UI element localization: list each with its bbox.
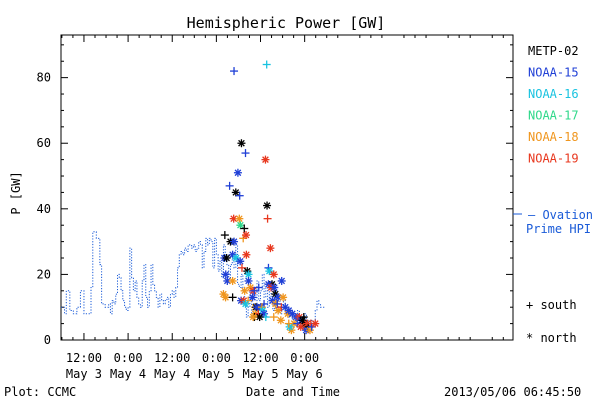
x-tick-day: May 3 bbox=[66, 367, 102, 381]
legend-item-noaa-17: NOAA-17 bbox=[528, 109, 579, 123]
x-tick-time: 0:00 bbox=[202, 351, 231, 365]
chart-title: Hemispheric Power [GW] bbox=[187, 14, 386, 32]
point-noaa-18-north bbox=[287, 326, 296, 335]
plot-credit: Plot: CCMC bbox=[4, 385, 76, 399]
plot-area bbox=[60, 34, 514, 341]
point-metp-02-south bbox=[220, 231, 229, 240]
point-noaa-19-north bbox=[242, 231, 251, 240]
legend-item-noaa-16: NOAA-16 bbox=[528, 87, 579, 101]
point-noaa-15-south bbox=[250, 286, 259, 295]
point-noaa-15-south bbox=[254, 283, 263, 292]
point-metp-02-north bbox=[255, 313, 264, 322]
point-noaa-15-north bbox=[223, 276, 232, 285]
ovation-label-line1: – Ovation bbox=[528, 208, 593, 222]
x-tick-time: 12:00 bbox=[154, 351, 190, 365]
point-noaa-15-south bbox=[241, 149, 250, 158]
point-noaa-18-south bbox=[269, 313, 278, 322]
legend-north: * north bbox=[526, 331, 577, 345]
legend: METP-02 NOAA-15 NOAA-16 NOAA-17 NOAA-18 NOAA-… bbox=[513, 44, 593, 345]
point-noaa-19-north bbox=[296, 322, 305, 331]
point-noaa-16-north bbox=[265, 267, 274, 276]
y-axis: 0 20 40 60 80 bbox=[37, 44, 513, 347]
point-noaa-15-north bbox=[277, 276, 286, 285]
point-metp-02-north bbox=[263, 201, 272, 210]
point-noaa-19-north bbox=[261, 155, 270, 164]
point-noaa-19-north bbox=[311, 319, 320, 328]
x-tick-time: 0:00 bbox=[290, 351, 319, 365]
point-noaa-18-north bbox=[235, 214, 244, 223]
point-noaa-15-north bbox=[270, 283, 279, 292]
x-tick-day: May 4 bbox=[110, 367, 146, 381]
point-noaa-18-north bbox=[240, 286, 249, 295]
point-metp-02-north bbox=[222, 254, 231, 263]
point-metp-02-south bbox=[240, 224, 249, 233]
legend-item-noaa-19: NOAA-19 bbox=[528, 152, 579, 166]
x-tick-day: May 5 bbox=[242, 367, 278, 381]
point-noaa-18-north bbox=[221, 293, 230, 302]
legend-item-noaa-15: NOAA-15 bbox=[528, 66, 579, 80]
legend-satellites: METP-02 NOAA-15 NOAA-16 NOAA-17 NOAA-18 NOAA-… bbox=[528, 44, 579, 166]
plot-frame bbox=[60, 34, 514, 341]
x-axis: 12:00 May 3 0:00 May 4 12:00 May 4 0:00 May 5 12… bbox=[61, 35, 504, 381]
point-noaa-15-south bbox=[230, 67, 239, 76]
point-metp-02-south bbox=[228, 293, 237, 302]
y-tick-label: 80 bbox=[37, 71, 51, 85]
point-noaa-19-south bbox=[263, 214, 272, 223]
point-noaa-15-north bbox=[233, 168, 242, 177]
point-noaa-18-north bbox=[279, 293, 288, 302]
point-noaa-18-north bbox=[228, 276, 237, 285]
y-tick-label: 60 bbox=[37, 136, 51, 150]
ovation-line bbox=[61, 231, 325, 328]
plot-timestamp: 2013/05/06 06:45:50 bbox=[444, 385, 581, 399]
point-noaa-16-south bbox=[262, 60, 271, 69]
point-metp-02-south bbox=[299, 313, 308, 322]
point-noaa-15-north bbox=[244, 276, 253, 285]
y-tick-label: 0 bbox=[44, 333, 51, 347]
point-noaa-18-north bbox=[276, 316, 285, 325]
ovation-series bbox=[61, 231, 325, 328]
legend-item-metp-02: METP-02 bbox=[528, 44, 579, 58]
point-noaa-15-south bbox=[235, 191, 244, 200]
point-noaa-18-north bbox=[249, 313, 258, 322]
x-tick-time: 12:00 bbox=[242, 351, 278, 365]
legend-ovation: – Ovation Prime HPI bbox=[513, 208, 593, 236]
point-noaa-15-north bbox=[230, 237, 239, 246]
point-noaa-15-north bbox=[236, 257, 245, 266]
satellite-points bbox=[219, 60, 320, 335]
x-tick-day: May 5 bbox=[198, 367, 234, 381]
legend-south: + south bbox=[526, 298, 577, 312]
y-tick-label: 40 bbox=[37, 202, 51, 216]
x-tick-day: May 6 bbox=[287, 367, 323, 381]
point-noaa-15-north bbox=[248, 293, 257, 302]
point-noaa-15-south bbox=[225, 181, 234, 190]
point-metp-02-north bbox=[237, 139, 246, 148]
x-axis-label: Date and Time bbox=[246, 385, 340, 399]
y-tick-label: 20 bbox=[37, 267, 51, 281]
point-noaa-19-south bbox=[237, 263, 246, 272]
point-noaa-19-north bbox=[266, 244, 275, 253]
point-noaa-19-north bbox=[242, 250, 251, 259]
x-tick-time: 0:00 bbox=[114, 351, 143, 365]
point-noaa-19-north bbox=[269, 270, 278, 279]
x-tick-day: May 4 bbox=[154, 367, 190, 381]
x-tick-time: 12:00 bbox=[66, 351, 102, 365]
point-noaa-15-south bbox=[273, 299, 282, 308]
ovation-label-line2: Prime HPI bbox=[526, 222, 591, 236]
point-noaa-15-north bbox=[221, 270, 230, 279]
legend-item-noaa-18: NOAA-18 bbox=[528, 130, 579, 144]
point-noaa-16-north bbox=[241, 299, 250, 308]
point-noaa-18-south bbox=[284, 319, 293, 328]
y-axis-label: P [GW] bbox=[9, 171, 23, 214]
